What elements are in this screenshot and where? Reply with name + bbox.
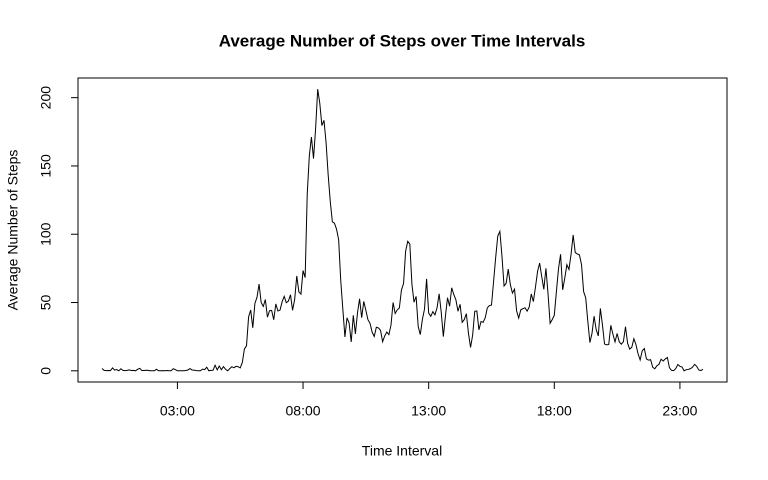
chart-title: Average Number of Steps over Time Interv… (219, 31, 586, 50)
x-tick-label: 23:00 (662, 403, 697, 419)
data-line (101, 89, 704, 372)
plot-frame (77, 77, 728, 383)
y-tick-label: 0 (38, 367, 54, 375)
x-tick-label: 03:00 (160, 403, 195, 419)
x-axis-label: Time Interval (362, 443, 442, 459)
y-tick-label: 50 (38, 295, 54, 311)
y-axis-label: Average Number of Steps (5, 150, 21, 311)
x-tick-label: 13:00 (411, 403, 446, 419)
y-tick-label: 200 (38, 86, 54, 110)
x-tick-label: 18:00 (537, 403, 572, 419)
y-tick-label: 100 (38, 222, 54, 246)
y-tick-label: 150 (38, 154, 54, 178)
x-tick-label: 08:00 (286, 403, 321, 419)
